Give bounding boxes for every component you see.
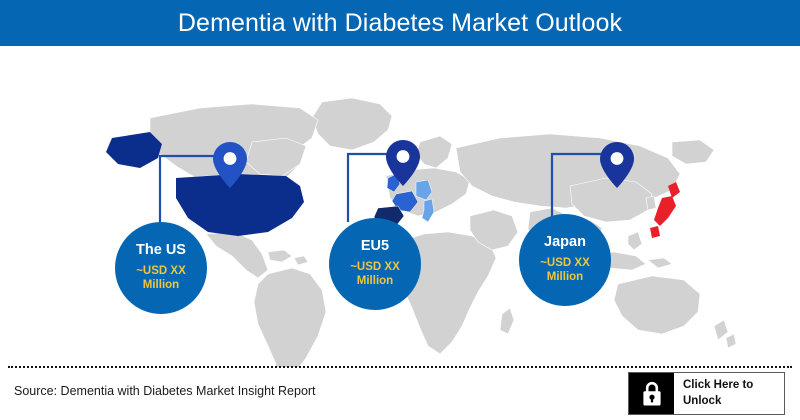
header-bar: Dementia with Diabetes Market Outlook: [0, 0, 800, 46]
region-value-us: ~USD XX Million: [136, 265, 186, 292]
highlight-region-japan: [650, 182, 680, 238]
unlock-label-line1: Click Here to: [683, 378, 754, 391]
lock-icon-container: [629, 373, 674, 414]
region-bubble-us[interactable]: The US ~USD XX Million: [115, 222, 207, 314]
lock-icon: [642, 381, 661, 406]
region-name-japan: Japan: [544, 234, 586, 251]
region-value-eu5: ~USD XX Million: [350, 261, 400, 288]
unlock-label-line2: Unlock: [683, 394, 722, 407]
footer-divider: [8, 366, 792, 368]
region-name-eu5: EU5: [360, 238, 390, 255]
map-stage: The US ~USD XX Million EU5 ~USD XX Million…: [0, 46, 800, 367]
region-bubble-japan[interactable]: Japan ~USD XX Million: [519, 214, 611, 306]
region-bubble-eu5[interactable]: EU5 ~USD XX Million: [329, 218, 421, 310]
map-landmasses: [105, 97, 737, 367]
region-name-us: The US: [136, 242, 186, 259]
unlock-button-label: Click Here to Unlock: [674, 373, 784, 414]
region-value-japan: ~USD XX Million: [540, 257, 590, 284]
page-title: Dementia with Diabetes Market Outlook: [177, 9, 623, 37]
source-note: Source: Dementia with Diabetes Market In…: [14, 384, 316, 398]
unlock-button[interactable]: Click Here to Unlock: [628, 372, 785, 415]
world-map: [105, 97, 737, 367]
